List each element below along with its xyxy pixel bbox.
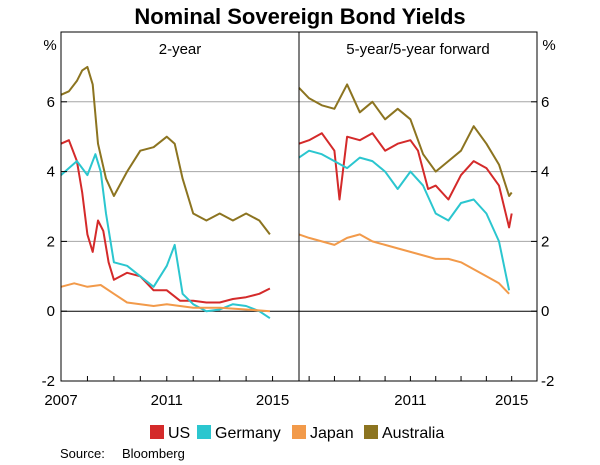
x-ticks: 2007 2011 2015 2011 2015: [44, 376, 528, 409]
ytick-label-right: 4: [541, 164, 549, 181]
legend-label-us: US: [168, 425, 190, 442]
series-line-us-panel-2: [298, 132, 513, 229]
y-unit-right: %: [542, 37, 555, 54]
ytick-label-left: -2: [42, 373, 55, 390]
chart-title: Nominal Sovereign Bond Yields: [134, 4, 465, 29]
xtick-label-2015: 2015: [495, 392, 528, 409]
ytick-label-left: 0: [47, 303, 55, 320]
ytick-label-left: 2: [47, 233, 55, 250]
series-line-japan-panel-1: [60, 282, 270, 313]
ytick-label-right: 2: [541, 233, 549, 250]
series-line-australia-panel-1: [60, 65, 271, 236]
series-lines: [60, 65, 513, 320]
xtick-label-2007: 2007: [44, 392, 77, 409]
legend-swatch-japan: [292, 425, 306, 439]
ytick-label-left: 4: [47, 164, 55, 181]
legend-swatch-australia: [364, 425, 378, 439]
series-line-germany-panel-2: [298, 149, 511, 291]
ytick-label-right: -2: [541, 373, 554, 390]
legend-swatch-germany: [197, 425, 211, 439]
xtick-label-2011: 2011: [151, 392, 183, 409]
source-label: Source:: [60, 446, 105, 461]
ytick-label-right: 0: [541, 303, 549, 320]
source-value: Bloomberg: [122, 446, 185, 461]
ytick-label-right: 6: [541, 94, 549, 111]
series-line-japan-panel-2: [298, 233, 510, 295]
legend: US Germany Japan Australia: [150, 425, 444, 442]
ytick-label-left: 6: [47, 94, 55, 111]
series-line-us-panel-1: [60, 139, 271, 304]
y-ticks: -2 -2 0 0 2 2 4 4 6 6: [42, 94, 555, 390]
legend-label-germany: Germany: [215, 425, 281, 442]
legend-label-australia: Australia: [382, 425, 444, 442]
legend-swatch-us: [150, 425, 164, 439]
xtick-label-2015: 2015: [256, 392, 289, 409]
xtick-label-2011: 2011: [394, 392, 426, 409]
legend-label-japan: Japan: [310, 425, 354, 442]
panel-title-5y5y-forward: 5-year/5-year forward: [346, 41, 489, 58]
series-line-germany-panel-1: [60, 153, 271, 320]
panel-title-2-year: 2-year: [159, 41, 202, 58]
y-unit-left: %: [43, 37, 56, 54]
series-line-australia-panel-2: [298, 83, 513, 197]
